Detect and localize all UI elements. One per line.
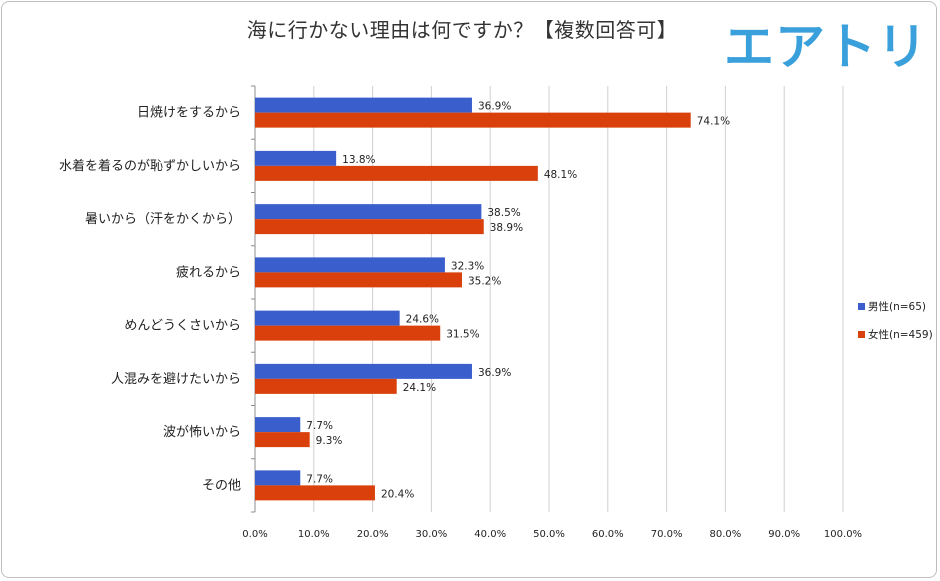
x-tick-label: 70.0% (651, 529, 683, 540)
x-tick-label: 90.0% (768, 529, 800, 540)
bar-female (255, 112, 691, 128)
x-tick-label: 60.0% (592, 529, 624, 540)
bar-male (255, 363, 472, 379)
category-label: 暑いから（汗をかくから） (85, 212, 241, 227)
data-label: 74.1% (697, 116, 730, 128)
category-label: 波が怖いから (163, 424, 241, 440)
legend: 男性(n=65) 女性(n=459) (858, 298, 933, 354)
data-label: 13.8% (342, 154, 375, 166)
bar-male (255, 97, 472, 113)
legend-item-male: 男性(n=65) (858, 298, 933, 314)
data-label: 36.9% (478, 101, 511, 113)
data-label: 9.3% (316, 435, 343, 447)
legend-item-female: 女性(n=459) (858, 326, 933, 342)
x-tick-label: 0.0% (242, 529, 267, 540)
x-tick-label: 40.0% (474, 529, 506, 540)
category-label: 日焼けをするから (137, 106, 241, 121)
bar-male (255, 150, 337, 166)
data-label: 24.1% (403, 382, 436, 394)
x-tick-label: 80.0% (710, 529, 742, 540)
brand-logo: エアトリ (724, 18, 928, 76)
bar-female (255, 378, 397, 394)
x-tick-label: 100.0% (824, 529, 862, 540)
bar-female (255, 485, 375, 501)
x-tick-label: 50.0% (533, 529, 565, 540)
x-tick-label: 20.0% (357, 529, 389, 540)
data-label: 32.3% (451, 260, 484, 272)
data-label: 7.7% (306, 420, 333, 432)
category-label: 疲れるから (176, 264, 241, 280)
bar-female (255, 219, 484, 235)
category-label: 人混みを避けたいから (111, 372, 241, 387)
x-tick-label: 10.0% (298, 529, 330, 540)
bar-female (255, 272, 462, 288)
x-tick-label: 30.0% (416, 529, 448, 540)
bar-female (255, 432, 310, 448)
bar-male (255, 417, 301, 433)
bar-female (255, 165, 538, 181)
data-label: 48.1% (544, 169, 577, 181)
legend-label-male: 男性(n=65) (868, 300, 927, 313)
data-label: 7.7% (306, 473, 333, 485)
category-label: 水着を着るのが恥ずかしいから (59, 158, 241, 174)
data-label: 36.9% (478, 367, 511, 379)
legend-swatch-female (858, 330, 865, 338)
bar-female (255, 325, 441, 341)
category-label: その他 (202, 478, 241, 493)
legend-label-female: 女性(n=459) (868, 328, 933, 341)
bar-male (255, 204, 482, 220)
bar-male (255, 257, 445, 273)
legend-swatch-male (858, 302, 865, 310)
bar-male (255, 470, 301, 486)
bar-male (255, 310, 400, 326)
category-label: めんどうくさいから (124, 319, 241, 334)
data-label: 20.4% (381, 488, 414, 500)
data-label: 35.2% (468, 275, 501, 287)
chart-title: 海に行かない理由は何ですか？【複数回答可】 (246, 18, 678, 42)
data-label: 31.5% (446, 329, 479, 341)
data-label: 38.9% (490, 222, 523, 234)
data-label: 38.5% (487, 207, 520, 219)
data-label: 24.6% (406, 314, 439, 326)
